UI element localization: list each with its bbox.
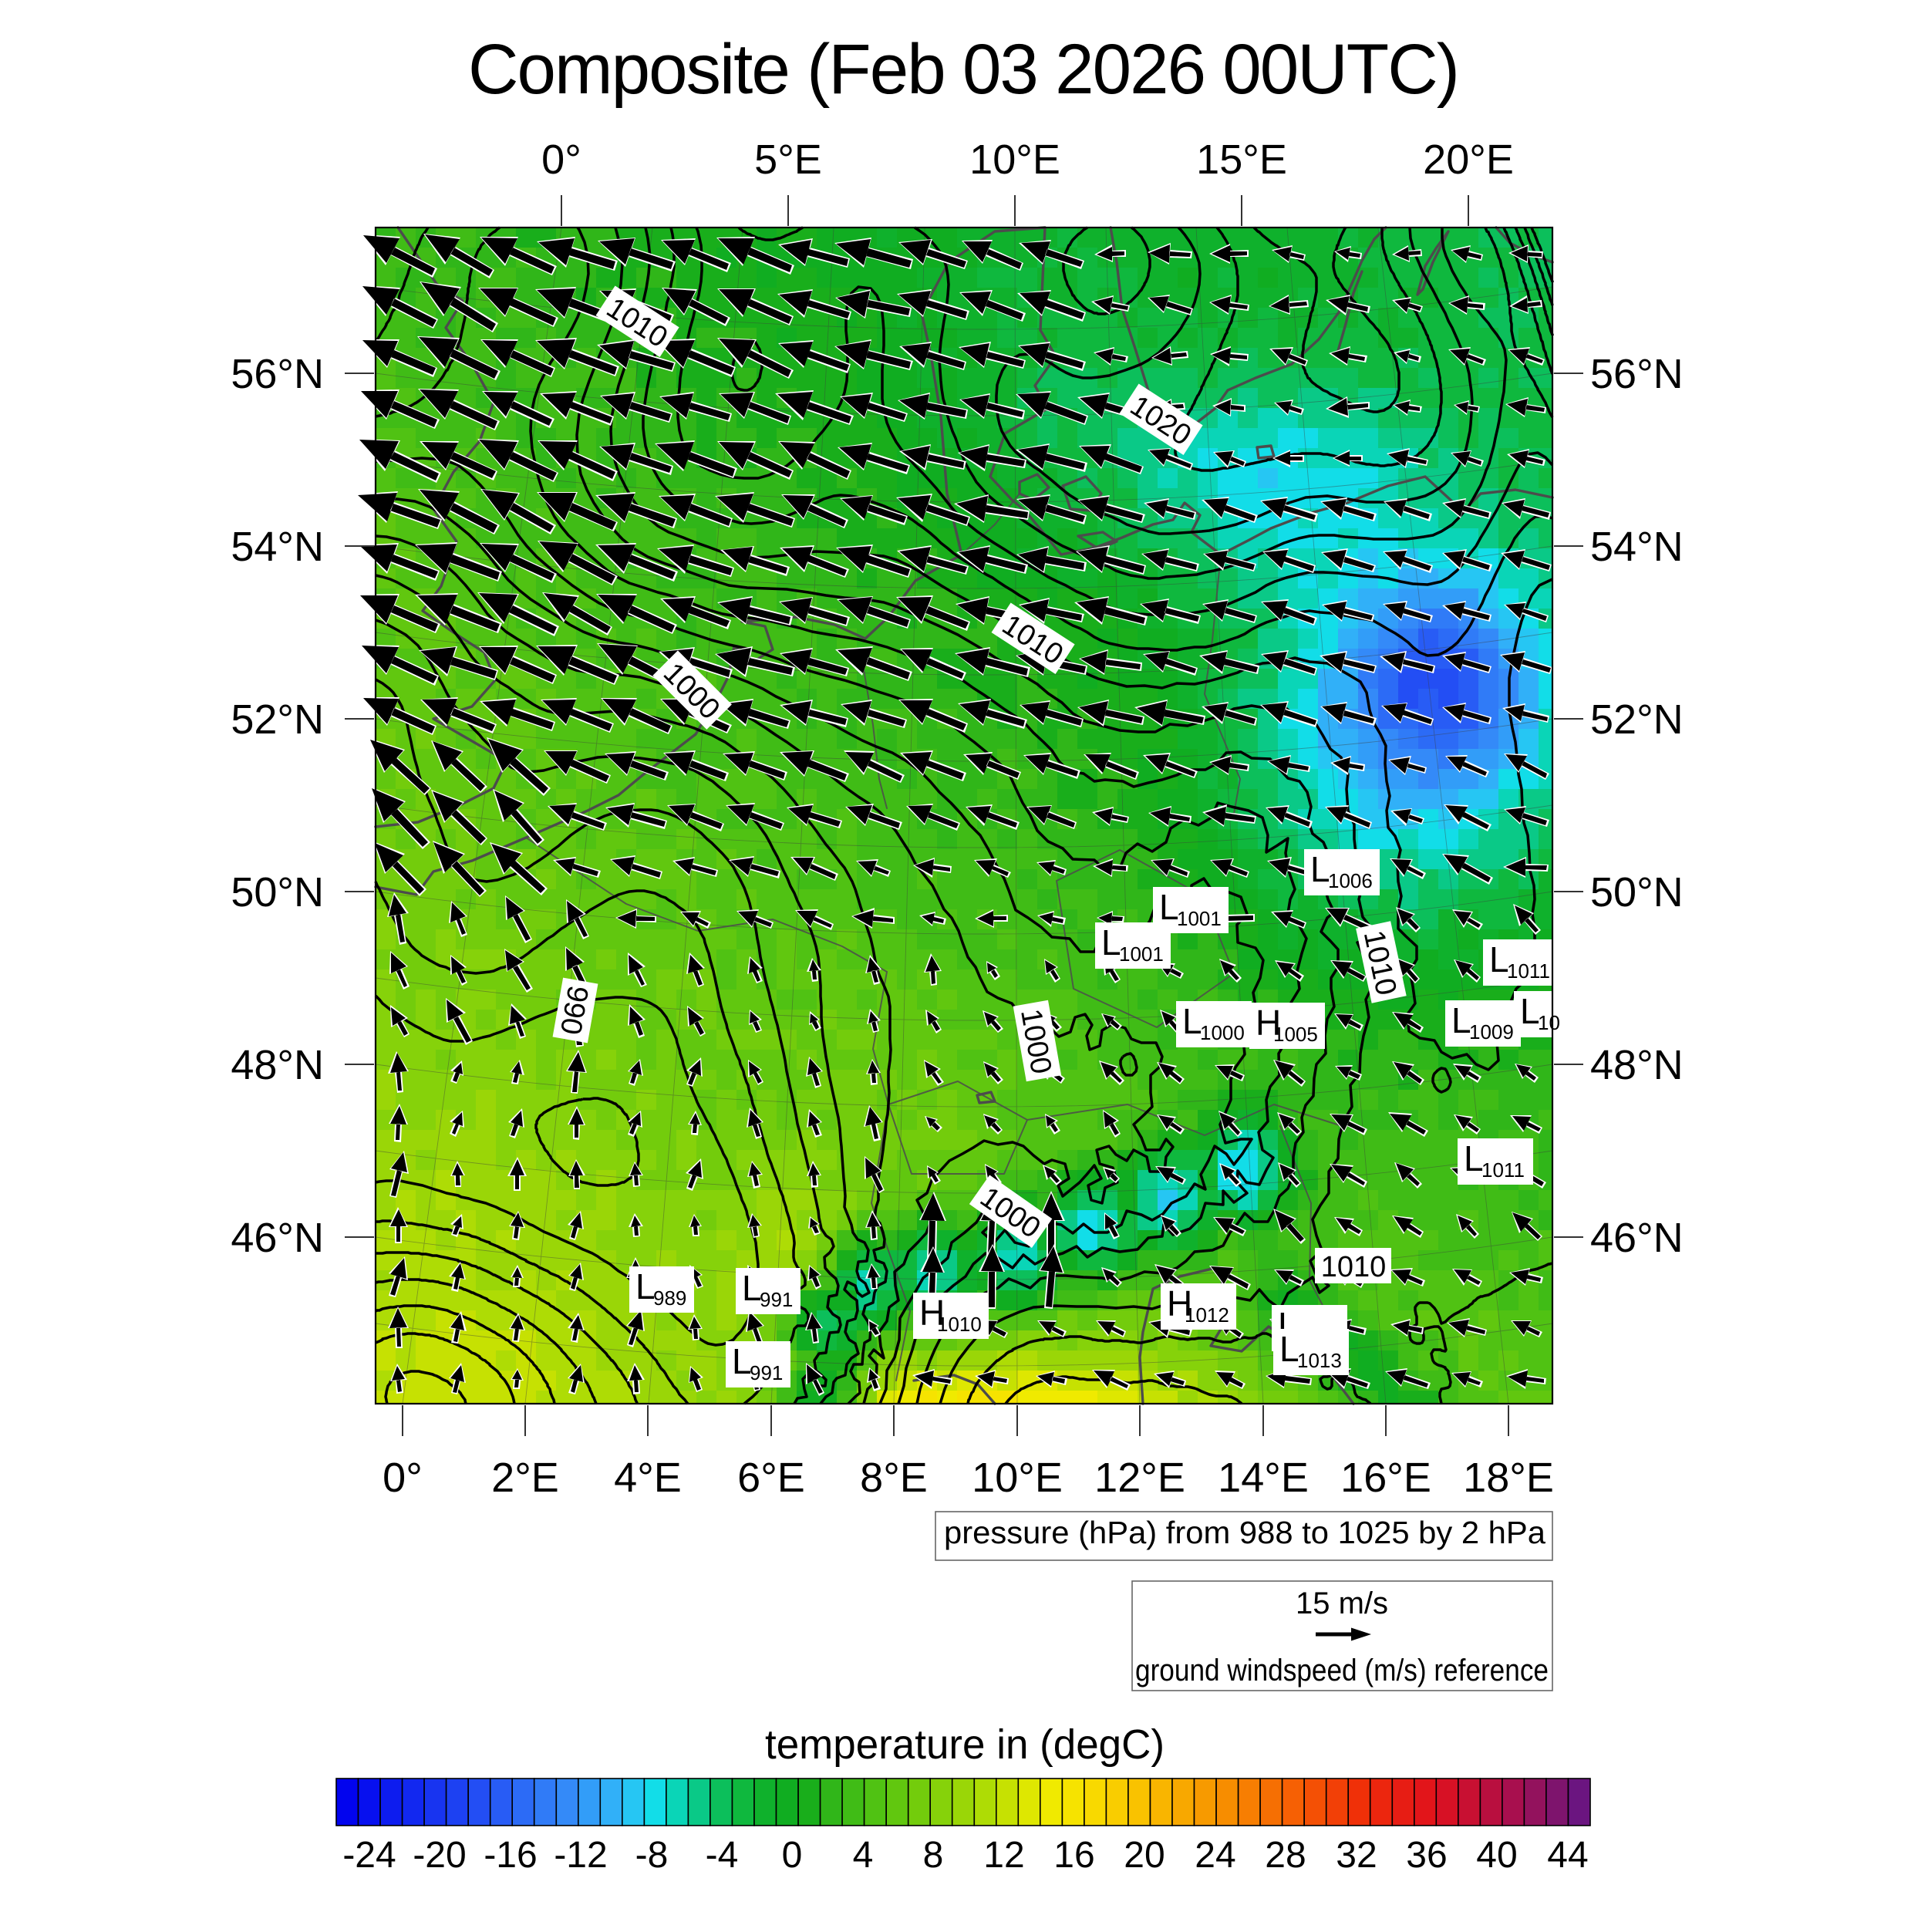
svg-text:24: 24 — [1195, 1835, 1235, 1876]
svg-text:15°E: 15°E — [1196, 137, 1287, 183]
svg-text:1011: 1011 — [1507, 959, 1550, 983]
svg-text:10: 10 — [1538, 1011, 1560, 1034]
svg-text:48°N: 48°N — [1590, 1042, 1684, 1088]
svg-text:1001: 1001 — [1177, 907, 1222, 930]
svg-text:2°E: 2°E — [491, 1455, 559, 1501]
svg-text:0°: 0° — [383, 1455, 423, 1501]
svg-text:-12: -12 — [554, 1835, 607, 1876]
svg-text:L: L — [732, 1341, 752, 1381]
svg-text:L: L — [1310, 849, 1330, 889]
svg-text:pressure (hPa) from 988 to 102: pressure (hPa) from 988 to 1025 by 2 hPa — [944, 1515, 1545, 1550]
svg-text:-24: -24 — [342, 1835, 396, 1876]
svg-text:L: L — [1101, 922, 1121, 963]
svg-text:10°E: 10°E — [972, 1455, 1063, 1501]
svg-text:L: L — [1182, 1001, 1202, 1041]
svg-text:46°N: 46°N — [231, 1215, 324, 1261]
svg-text:H: H — [919, 1293, 945, 1333]
svg-text:48°N: 48°N — [231, 1042, 324, 1088]
svg-text:52°N: 52°N — [1590, 696, 1684, 743]
svg-text:1011: 1011 — [1481, 1158, 1525, 1182]
svg-text:5°E: 5°E — [754, 137, 822, 183]
svg-text:54°N: 54°N — [1590, 524, 1684, 570]
svg-text:28: 28 — [1265, 1835, 1306, 1876]
svg-text:L: L — [1451, 1000, 1471, 1040]
svg-text:Composite (Feb 03 2026 00UTC): Composite (Feb 03 2026 00UTC) — [468, 30, 1458, 109]
svg-text:H: H — [1256, 1003, 1281, 1043]
svg-text:L: L — [635, 1266, 656, 1307]
svg-text:4°E: 4°E — [614, 1455, 682, 1501]
svg-text:L: L — [1464, 1138, 1484, 1178]
svg-text:1001: 1001 — [1119, 942, 1164, 966]
svg-text:18°E: 18°E — [1463, 1455, 1554, 1501]
svg-text:40: 40 — [1476, 1835, 1517, 1876]
svg-text:991: 991 — [760, 1288, 793, 1311]
svg-text:L: L — [1159, 887, 1179, 927]
svg-text:16°E: 16°E — [1340, 1455, 1431, 1501]
svg-text:1009: 1009 — [1469, 1020, 1514, 1044]
svg-text:32: 32 — [1336, 1835, 1377, 1876]
svg-text:temperature in (degC): temperature in (degC) — [765, 1721, 1165, 1768]
svg-text:-20: -20 — [413, 1835, 466, 1876]
svg-text:20°E: 20°E — [1423, 137, 1514, 183]
svg-text:1010: 1010 — [937, 1313, 982, 1336]
svg-text:1000: 1000 — [1200, 1021, 1245, 1044]
svg-text:12: 12 — [983, 1835, 1024, 1876]
svg-text:989: 989 — [653, 1286, 686, 1310]
svg-text:1013: 1013 — [1297, 1349, 1342, 1372]
svg-text:8: 8 — [923, 1835, 944, 1876]
svg-text:0°: 0° — [541, 137, 581, 183]
svg-text:16: 16 — [1053, 1835, 1094, 1876]
svg-text:ground windspeed (m/s) referen: ground windspeed (m/s) reference — [1135, 1654, 1549, 1688]
svg-text:46°N: 46°N — [1590, 1215, 1684, 1261]
svg-text:56°N: 56°N — [1590, 351, 1684, 397]
svg-text:1012: 1012 — [1185, 1303, 1229, 1327]
svg-text:6°E: 6°E — [737, 1455, 805, 1501]
svg-text:50°N: 50°N — [1590, 869, 1684, 915]
svg-text:1010: 1010 — [1321, 1251, 1387, 1283]
svg-text:15 m/s: 15 m/s — [1296, 1586, 1388, 1620]
svg-text:1005: 1005 — [1273, 1023, 1318, 1046]
svg-text:54°N: 54°N — [231, 524, 324, 570]
svg-text:50°N: 50°N — [231, 869, 324, 915]
svg-text:14°E: 14°E — [1218, 1455, 1309, 1501]
svg-text:8°E: 8°E — [860, 1455, 928, 1501]
svg-text:L: L — [1489, 939, 1509, 979]
svg-text:L: L — [1279, 1329, 1299, 1369]
svg-text:4: 4 — [853, 1835, 874, 1876]
svg-text:36: 36 — [1406, 1835, 1447, 1876]
svg-text:56°N: 56°N — [231, 351, 324, 397]
svg-text:H: H — [1167, 1283, 1192, 1323]
svg-text:L: L — [742, 1268, 762, 1308]
svg-text:44: 44 — [1547, 1835, 1588, 1876]
svg-text:L: L — [1520, 991, 1540, 1031]
svg-text:-4: -4 — [706, 1835, 739, 1876]
svg-text:1006: 1006 — [1328, 869, 1373, 892]
svg-text:991: 991 — [750, 1361, 783, 1384]
svg-text:-16: -16 — [484, 1835, 537, 1876]
svg-text:10°E: 10°E — [969, 137, 1060, 183]
svg-text:12°E: 12°E — [1094, 1455, 1185, 1501]
svg-text:-8: -8 — [635, 1835, 669, 1876]
svg-text:0: 0 — [782, 1835, 803, 1876]
svg-text:52°N: 52°N — [231, 696, 324, 743]
svg-text:20: 20 — [1124, 1835, 1165, 1876]
